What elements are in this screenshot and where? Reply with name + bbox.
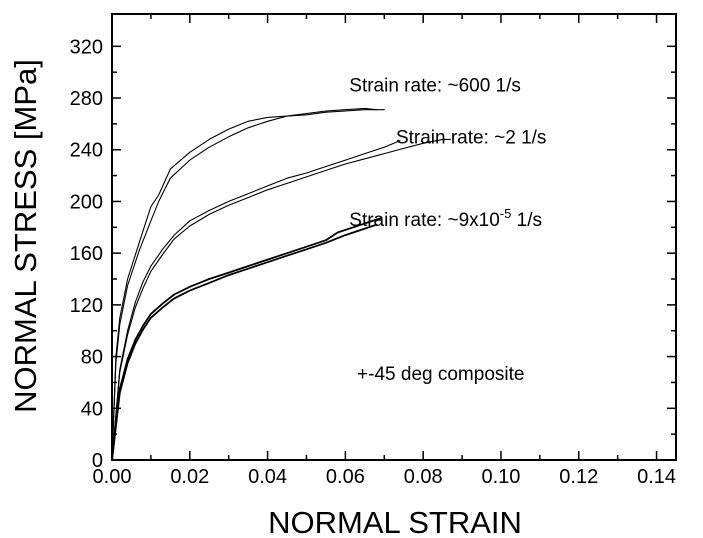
series-line-6 bbox=[111, 223, 378, 461]
annotations: Strain rate: ~600 1/s Strain rate: ~2 1/s… bbox=[349, 76, 546, 385]
y-tick-label: 160 bbox=[70, 243, 103, 265]
series-line-5 bbox=[111, 217, 382, 461]
x-tick-label: 0.02 bbox=[170, 466, 209, 488]
y-tick-label: 240 bbox=[70, 140, 103, 162]
y-tick-label: 200 bbox=[70, 191, 103, 213]
x-tick-label: 0.08 bbox=[404, 466, 443, 488]
x-tick-label: 0.00 bbox=[93, 466, 132, 488]
annotation-4: +-45 deg composite bbox=[357, 364, 524, 385]
y-tick-label: 280 bbox=[70, 88, 103, 110]
annotation-1: Strain rate: ~600 1/s bbox=[349, 76, 521, 97]
y-tick-label: 40 bbox=[81, 398, 103, 420]
series-line-3 bbox=[111, 140, 401, 461]
y-tick-label: 80 bbox=[81, 347, 103, 369]
x-tick-label: 0.04 bbox=[248, 466, 287, 488]
series-line-1 bbox=[111, 109, 385, 461]
series-line-2 bbox=[111, 107, 378, 461]
x-tick-label: 0.06 bbox=[326, 466, 365, 488]
x-axis-title: NORMAL STRAIN bbox=[268, 505, 522, 538]
x-tick-label: 0.10 bbox=[481, 466, 520, 488]
y-tick-label: 320 bbox=[70, 36, 103, 58]
x-tick-label: 0.14 bbox=[637, 466, 676, 488]
y-axis-title: NORMAL STRESS [MPa] bbox=[8, 59, 43, 413]
annotation-2: Strain rate: ~2 1/s bbox=[396, 127, 547, 148]
y-ticks: 0 40 80 120 160 200 240 280 320 bbox=[70, 36, 676, 472]
x-ticks: 0.00 0.02 0.04 0.06 0.08 0.10 0.12 0.14 bbox=[93, 14, 676, 488]
y-tick-label: 120 bbox=[70, 295, 103, 317]
y-tick-label: 0 bbox=[92, 450, 103, 472]
annotation-3: Strain rate: ~9x10-5 1/s bbox=[349, 206, 542, 231]
series-layer bbox=[111, 107, 451, 461]
x-tick-label: 0.12 bbox=[559, 466, 598, 488]
series-line-4 bbox=[111, 138, 451, 461]
